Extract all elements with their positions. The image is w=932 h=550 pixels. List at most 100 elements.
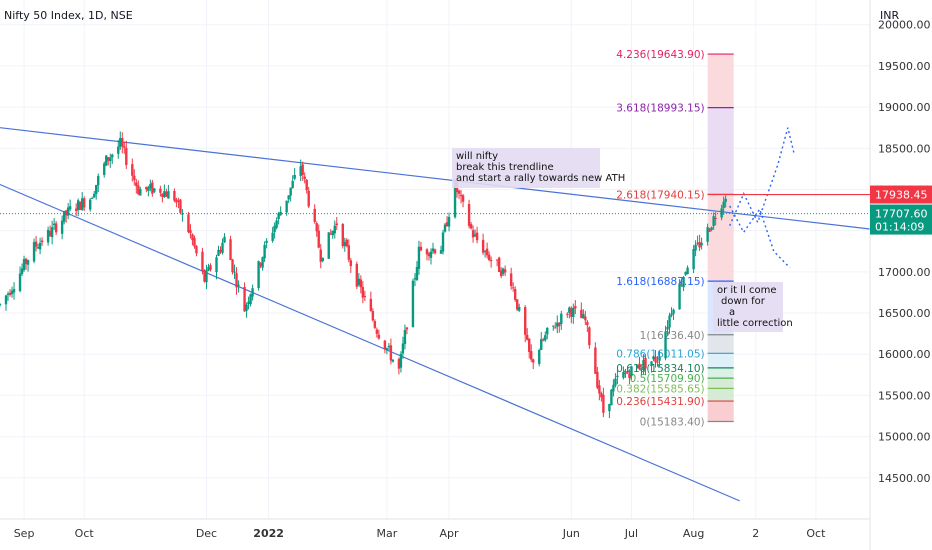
candle-body [8, 292, 12, 295]
candle-body [610, 389, 613, 406]
candle-body [305, 179, 308, 191]
candle-body [54, 223, 58, 233]
candle-body [159, 188, 162, 193]
candle-body [271, 232, 274, 241]
candle-body [489, 260, 493, 262]
candle-body [133, 175, 136, 181]
candle-body [558, 322, 561, 326]
fib-level-label: 1.618(16887.15) [616, 276, 704, 288]
candle-body [682, 277, 685, 288]
candle-body [684, 272, 687, 275]
fib-zone [707, 107, 734, 195]
candle-body [117, 146, 120, 154]
note-correction-line: a [729, 307, 735, 318]
candle-body [80, 198, 84, 210]
currency-label: INR [880, 9, 899, 22]
candle-body [103, 163, 106, 175]
fibonacci-extension: 0(15183.40) 0.236(15431.90)0.382(15585.65… [616, 49, 734, 429]
candle-body [243, 286, 246, 312]
candle-body [335, 223, 338, 226]
candle-body [415, 266, 419, 281]
candle-body [24, 258, 28, 265]
candle-body [52, 223, 56, 226]
candle-body [231, 259, 234, 273]
candle-body [499, 270, 503, 277]
candle-body [596, 371, 599, 388]
candle-body [572, 307, 575, 317]
candle-body [598, 385, 601, 394]
candle-body [517, 306, 521, 311]
price-tag-red-label: 17938.45 [875, 189, 928, 202]
candle-body [20, 268, 24, 274]
candle-body [82, 198, 86, 208]
candle-body [151, 182, 154, 194]
candle-body [401, 343, 405, 354]
candle-body [694, 244, 697, 251]
candle-body [497, 257, 501, 272]
candle-body [710, 227, 713, 230]
candle-body [319, 249, 322, 262]
candle-body [12, 289, 16, 293]
candle-body [403, 329, 407, 345]
candle-body [373, 321, 377, 328]
candle-body [495, 259, 499, 261]
candle-body [363, 295, 367, 297]
candle-body [277, 213, 280, 220]
x-tick-label: 2022 [253, 527, 284, 540]
candle-body [397, 359, 401, 369]
candle-body [237, 284, 240, 286]
candle-body [357, 278, 361, 286]
price-tag-last-timer: 01:14:09 [875, 221, 924, 234]
candle-body [229, 239, 232, 261]
candle-body [377, 334, 381, 339]
candle-body [652, 356, 655, 360]
candle-body [105, 155, 108, 166]
candle-body [375, 329, 379, 334]
note-breakout-line: and start a rally towards new ATH [456, 173, 625, 184]
fib-level-label: 0.5(15709.90) [630, 373, 705, 385]
candle-body [191, 234, 194, 241]
price-tag-last [870, 204, 932, 235]
candle-body [123, 146, 126, 148]
note-correction-box [713, 282, 783, 332]
candle-body [411, 280, 415, 328]
candle-body [201, 251, 204, 271]
candle-body [38, 242, 42, 250]
candle-body [714, 217, 717, 219]
candle-body [594, 347, 597, 374]
candle-body [387, 346, 391, 348]
x-tick-label: Apr [440, 527, 460, 540]
candle-body [624, 372, 627, 374]
candle-body [588, 327, 591, 346]
candle-body [672, 309, 675, 314]
candle-body [692, 249, 695, 270]
candle-body [371, 311, 375, 321]
candle-body [636, 365, 639, 369]
y-tick-label: 15000.00 [878, 431, 931, 444]
projection-up [729, 127, 795, 226]
candle-body [345, 239, 348, 247]
candle-body [205, 270, 208, 283]
candle-body [542, 339, 545, 341]
grid [0, 0, 870, 519]
y-tick-label: 16500.00 [878, 307, 931, 320]
candle-body [383, 340, 387, 349]
candle-body [686, 267, 689, 274]
candle-body [261, 257, 264, 268]
candle-body [696, 242, 699, 244]
candle-body [321, 257, 324, 262]
candle-body [301, 164, 304, 175]
candle-body [32, 242, 36, 262]
candle-body [700, 242, 703, 246]
candle-body [544, 335, 547, 341]
candle-body [526, 334, 529, 340]
candle-body [678, 283, 681, 310]
candle-body [89, 199, 92, 210]
candle-body [18, 273, 22, 291]
candle-body [469, 224, 473, 229]
chart-title: Nifty 50 Index, 1D, NSE [4, 9, 133, 22]
candle-body [93, 193, 96, 198]
candle-body [121, 138, 124, 147]
